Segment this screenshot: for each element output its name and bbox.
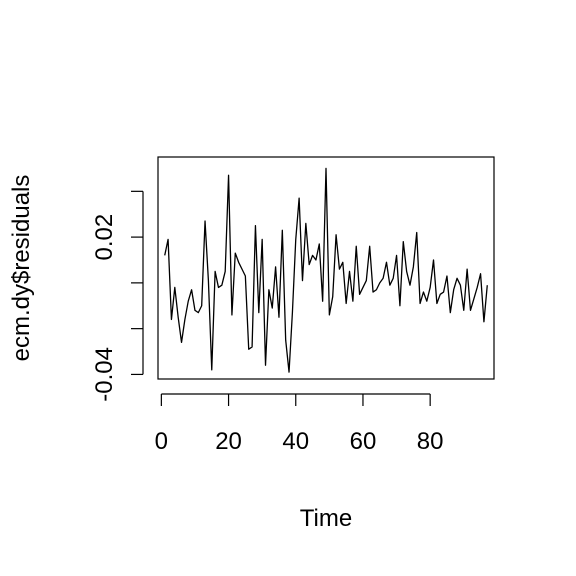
x-tick-label: 80 (417, 428, 444, 455)
residuals-series-line (164, 167, 488, 373)
plot-frame (157, 156, 495, 380)
x-axis: 0 20 40 60 80 (155, 393, 444, 455)
y-tick-label: -0.04 (91, 347, 118, 402)
y-axis: -0.04 0.02 (91, 190, 144, 402)
y-axis-label: ecm.dy$residuals (8, 175, 35, 362)
x-tick-label: 0 (155, 428, 168, 455)
y-tick-label: 0.02 (91, 214, 118, 261)
x-tick-label: 60 (350, 428, 377, 455)
x-tick-label: 20 (215, 428, 242, 455)
x-tick-label: 40 (282, 428, 309, 455)
x-axis-label: Time (300, 505, 352, 532)
